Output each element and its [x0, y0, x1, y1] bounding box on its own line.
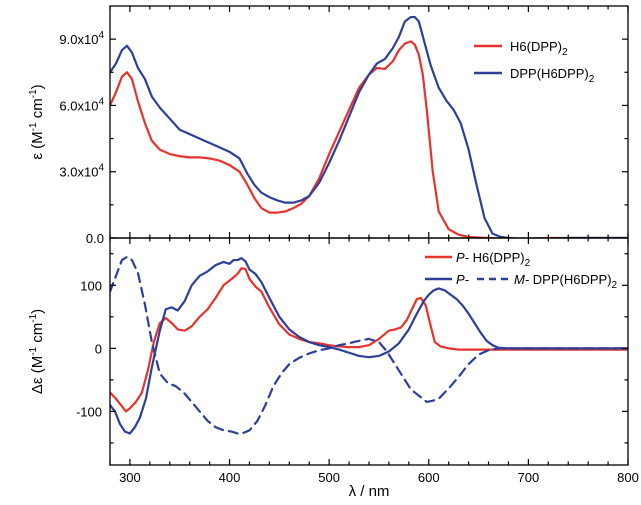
series-line-top-0 — [110, 40, 628, 238]
legend-top-label-0: H6(DPP)2 — [510, 39, 568, 58]
legend-bottom-prefix-p-dpp: P- — [456, 272, 470, 287]
y-axis-title-bottom-text: Δε (M-1 cm-1) — [28, 309, 46, 394]
y-tick-label-top-0: 0.0 — [86, 231, 104, 246]
y-axis-title-bottom: Δε (M-1 cm-1) — [28, 309, 46, 394]
x-tick-label-500: 500 — [318, 470, 340, 485]
x-axis-title: λ / nm — [349, 483, 390, 500]
series-line-bottom-1 — [110, 257, 628, 435]
y-tick-label-top-1: 3.0x104 — [59, 163, 104, 180]
y-tick-label-bottom-0: -100 — [76, 404, 102, 419]
y-tick-label-bottom-2: 100 — [80, 278, 102, 293]
series-group-top — [110, 15, 628, 238]
y-axis-title-top-text: ε (M-1 cm-1) — [28, 84, 46, 159]
series-line-top-1 — [110, 15, 628, 238]
y-tick-label-bottom-1: 0 — [95, 341, 102, 356]
legend-bottom-label-p-h6: P- H6(DPP)2 — [456, 250, 531, 269]
x-tick-label-400: 400 — [219, 470, 241, 485]
y-axis-title-top: ε (M-1 cm-1) — [28, 84, 46, 159]
x-tick-label-700: 700 — [518, 470, 540, 485]
y-tick-label-top-2: 6.0x104 — [59, 96, 104, 113]
series-line-bottom-2 — [110, 255, 628, 435]
y-tick-label-top-3: 9.0x104 — [59, 30, 104, 47]
legend-top-label-1: DPP(H6DPP)2 — [510, 66, 595, 85]
x-tick-label-800: 800 — [617, 470, 639, 485]
legend-bottom-label-m-dpp: M- DPP(H6DPP)2 — [514, 272, 618, 291]
x-tick-label-300: 300 — [119, 470, 141, 485]
series-group-bottom — [110, 255, 628, 435]
x-tick-label-600: 600 — [418, 470, 440, 485]
